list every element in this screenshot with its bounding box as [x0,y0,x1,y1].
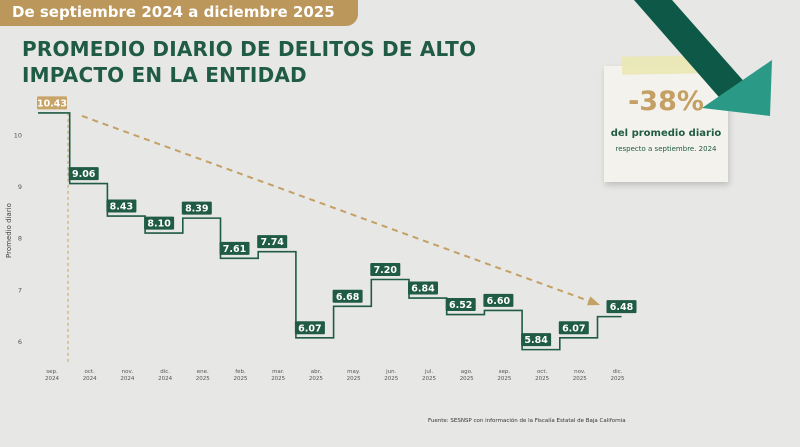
data-label-box [521,333,552,347]
data-label: 6.84 [411,284,435,295]
x-tick-label: nov. [574,369,586,375]
y-tick-label: 6 [18,338,22,346]
x-tick-label: 2025 [460,376,474,382]
y-tick-label: 9 [18,183,22,191]
x-tick-label: 2024 [45,376,59,382]
trend-line [81,114,594,304]
data-label-box [558,321,589,335]
x-tick-label: nov. [122,369,134,375]
data-label-box [257,235,288,249]
data-label: 7.74 [260,237,284,248]
x-tick-label: 2025 [347,376,361,382]
x-tick-label: 2025 [497,376,511,382]
x-tick-label: jun. [385,369,396,375]
x-tick-label: mar. [272,369,284,375]
x-tick-label: feb. [235,369,246,375]
summary-card [604,66,728,182]
y-tick-label: 7 [18,286,22,294]
x-tick-label: abr. [311,369,322,375]
data-label: 6.07 [298,323,321,334]
data-label-box [332,289,363,303]
data-label-box [294,321,325,335]
data-label: 5.84 [524,335,548,346]
data-label-box [219,241,250,255]
period-banner: De septiembre 2024 a diciembre 2025 [0,0,358,26]
x-tick-label: 2025 [384,376,398,382]
data-label: 8.39 [185,204,208,215]
data-label: 7.20 [374,265,398,276]
data-label: 6.60 [487,296,511,307]
data-label: 8.10 [147,219,171,230]
y-tick-label: 8 [18,235,22,243]
x-tick-label: may. [347,369,360,375]
y-axis-label: Promedio diario [5,203,13,258]
data-label-box [370,262,401,276]
data-label-box [181,201,212,215]
data-label: 6.48 [610,302,634,313]
chart-title-line-2: IMPACTO EN LA ENTIDAD [22,63,307,87]
x-tick-label: ago. [461,369,473,375]
data-label-box [606,300,637,314]
x-tick-label: 2025 [271,376,285,382]
card-subcaption: respecto a septiembre. 2024 [615,145,717,153]
x-tick-label: 2025 [573,376,587,382]
x-tick-label: oct. [537,369,548,375]
data-label: 6.07 [562,323,585,334]
x-tick-label: dic. [613,369,623,375]
card-percentage: -38% [628,86,704,117]
data-label: 9.06 [72,169,96,180]
data-label-box [445,298,476,312]
period-text: De septiembre 2024 a diciembre 2025 [12,3,335,21]
x-tick-label: jul. [424,369,434,375]
data-label-box [68,167,99,181]
data-label-box [37,96,67,110]
x-tick-label: 2024 [120,376,134,382]
data-label: 10.43 [37,98,67,109]
data-label: 6.52 [449,300,472,311]
source-note: Fuente: SESNSP con información de la Fis… [428,418,626,424]
chart-title-line-1: PROMEDIO DIARIO DE DELITOS DE ALTO [22,37,477,61]
x-tick-label: oct. [85,369,96,375]
card-caption: del promedio diario [610,128,722,139]
x-tick-label: 2025 [535,376,549,382]
x-tick-label: 2024 [83,376,97,382]
x-tick-label: 2025 [422,376,436,382]
x-tick-label: 2025 [234,376,248,382]
x-tick-label: 2025 [196,376,210,382]
data-label: 7.61 [223,244,246,255]
x-tick-label: 2025 [309,376,323,382]
x-tick-label: ene. [197,369,209,375]
x-tick-label: sep. [46,369,58,375]
data-label-box [106,199,137,213]
data-label: 6.68 [336,292,360,303]
x-tick-label: sep. [499,369,511,375]
x-tick-label: dic. [160,369,170,375]
data-label-box [483,293,514,307]
card-tape [621,55,709,75]
y-tick-label: 10 [14,132,22,140]
x-tick-label: 2024 [158,376,172,382]
data-label-box [408,281,438,295]
series-line [38,112,622,351]
data-label-box [144,216,175,230]
trend-arrowhead [587,296,601,306]
x-tick-label: 2025 [611,376,625,382]
data-label: 8.43 [110,202,133,213]
